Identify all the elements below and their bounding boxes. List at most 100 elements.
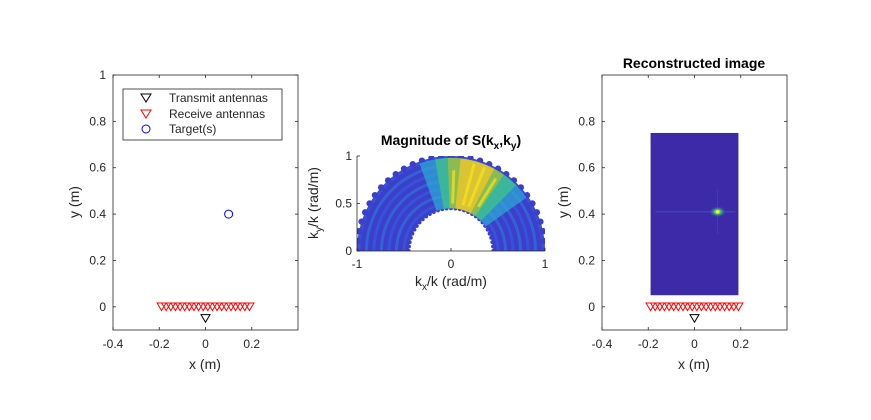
antenna-layout-plot: -0.4 -0.2 0 0.2 0 0.2 0.4 0.6 0.8 1 x (m) y (m) T… xyxy=(66,68,299,372)
spectrum-rim-dot xyxy=(414,223,419,228)
spectrum-rim-dot xyxy=(431,209,436,214)
y-tick-label: 0.5 xyxy=(335,197,352,211)
spectrum-rim-dot xyxy=(406,249,411,251)
spectrum-rim-dot xyxy=(539,228,545,235)
legend-label-transmit: Transmit antennas xyxy=(169,91,268,105)
data-marks xyxy=(156,209,255,324)
legend-marker-target-icon xyxy=(141,124,151,134)
spectrum-rim-dot xyxy=(529,200,536,207)
spectrum-rim-dot xyxy=(541,247,545,251)
x-axis-label: x (m) xyxy=(189,356,221,372)
tick-labels: -1 0 100.51 xyxy=(335,149,548,271)
spectrum-magnitude-plot: -1 0 100.51 Magnitude of S(kx,ky) kx/k (ra… xyxy=(305,132,549,293)
legend-marker-transmit-icon xyxy=(140,93,152,103)
tick-labels: -0.4 -0.2 0 0.2 0 0.2 0.4 0.6 0.8 1 xyxy=(89,68,260,351)
spectrum-rim-dot xyxy=(358,218,365,225)
target-marker xyxy=(224,209,234,219)
axes-box xyxy=(112,74,299,331)
spectrum-rim-dot xyxy=(361,209,369,216)
spectrum-rim-dot xyxy=(424,214,429,219)
y-tick-label: 1 xyxy=(345,149,352,163)
reconstructed-image-plot: -0.4 -0.2 0 0.2 0 0.2 0.4 0.6 0.8 Reconstructed … xyxy=(555,55,788,372)
spectrum-rim-dot xyxy=(412,227,417,232)
y-tick-label: 0.8 xyxy=(578,114,595,128)
spectrum-rim-dot xyxy=(541,237,545,245)
y-tick-label: 0.6 xyxy=(89,161,106,175)
x-tick-label: 0 xyxy=(448,257,455,271)
data-marks xyxy=(645,302,744,324)
x-tick-label: 0.2 xyxy=(732,337,749,351)
spectrum-bright-streak xyxy=(477,177,498,208)
y-axis-label: ky/k (rad/m) xyxy=(305,167,325,239)
y-tick-label: 0 xyxy=(345,244,352,258)
spectrum-rim-dot xyxy=(357,247,361,251)
y-tick-label: 1 xyxy=(99,68,106,82)
spectrum-rim-dot xyxy=(490,240,495,245)
axes-box xyxy=(601,74,788,331)
spectrum-rim-dot xyxy=(417,220,422,225)
spectrum-rim-dot xyxy=(537,218,544,225)
y-tick-label: 0 xyxy=(99,300,106,314)
tick-marks xyxy=(601,75,787,330)
x-tick-label: -0.4 xyxy=(103,337,124,351)
spectrum-rim-dot xyxy=(357,237,361,245)
y-tick-label: 0.4 xyxy=(578,207,595,221)
spectrum-bright-streak xyxy=(451,170,456,204)
receive-antenna-marker xyxy=(733,302,744,312)
spectrum-rim-dot xyxy=(408,235,413,240)
spectrum-rim-dot xyxy=(420,217,425,222)
x-tick-label: -1 xyxy=(352,257,363,271)
spectrum-rim-dot xyxy=(392,170,399,178)
spectrum-bright-streak xyxy=(461,163,476,206)
panel-title: Reconstructed image xyxy=(623,55,766,71)
panel-title: Magnitude of S(kx,ky) xyxy=(381,132,521,152)
transmit-antenna-marker xyxy=(200,314,211,324)
y-tick-label: 0.2 xyxy=(578,253,595,267)
spectrum-rim-dot xyxy=(487,231,492,236)
spectrum-rim-dot xyxy=(489,235,494,240)
legend: Transmit antennas Receive antennas Targe… xyxy=(122,88,283,141)
image-field xyxy=(650,132,739,296)
x-tick-label: 0 xyxy=(691,337,698,351)
x-tick-label: -0.4 xyxy=(592,337,613,351)
x-tick-label: 0.2 xyxy=(243,337,260,351)
y-tick-label: 0.2 xyxy=(89,253,106,267)
axes-lines xyxy=(356,156,545,252)
spectrum-bright-streak xyxy=(467,166,486,208)
x-axis-label: kx/k (rad/m) xyxy=(415,273,487,293)
x-tick-label: 1 xyxy=(542,257,549,271)
spectrum-rim-dot xyxy=(371,191,379,199)
spectrum-rim-dot xyxy=(400,165,408,172)
transmit-antenna-marker xyxy=(689,314,700,324)
spectrum-rim-dot xyxy=(485,227,490,232)
y-axis-label: y (m) xyxy=(555,186,571,218)
spectrum-rim-dot xyxy=(407,240,412,245)
y-tick-label: 0.4 xyxy=(89,207,106,221)
x-tick-label: 0 xyxy=(202,337,209,351)
y-tick-label: 0.8 xyxy=(89,114,106,128)
spectrum-rim-dot xyxy=(409,161,416,168)
spectrum-rim-dot xyxy=(427,211,432,216)
target-peak-core xyxy=(715,209,720,214)
x-tick-label: -0.2 xyxy=(638,337,659,351)
y-tick-label: 0 xyxy=(588,300,595,314)
tick-labels: -0.4 -0.2 0 0.2 0 0.2 0.4 0.6 0.8 xyxy=(578,114,749,351)
y-axis-label: y (m) xyxy=(66,186,82,218)
spectrum-rim-dot xyxy=(406,244,411,249)
legend-marker-receive-icon xyxy=(140,109,152,119)
y-tick-label: 0.6 xyxy=(578,161,595,175)
legend-label-receive: Receive antennas xyxy=(169,107,265,121)
spectrum-rim-dot xyxy=(366,200,373,207)
legend-label-target: Target(s) xyxy=(169,122,216,136)
spectrum-rim-dot xyxy=(533,209,541,216)
x-tick-label: -0.2 xyxy=(149,337,170,351)
spectrum-field xyxy=(357,156,545,251)
spectrum-rim-dot xyxy=(491,249,496,251)
spectrum-rim-dot xyxy=(377,184,385,191)
spectrum-rim-dot xyxy=(384,177,392,184)
spectrum-rim-dot xyxy=(491,244,496,249)
receive-antenna-marker xyxy=(244,302,255,312)
spectrum-rim-dot xyxy=(357,228,363,235)
spectrum-rim-dot xyxy=(410,231,415,236)
